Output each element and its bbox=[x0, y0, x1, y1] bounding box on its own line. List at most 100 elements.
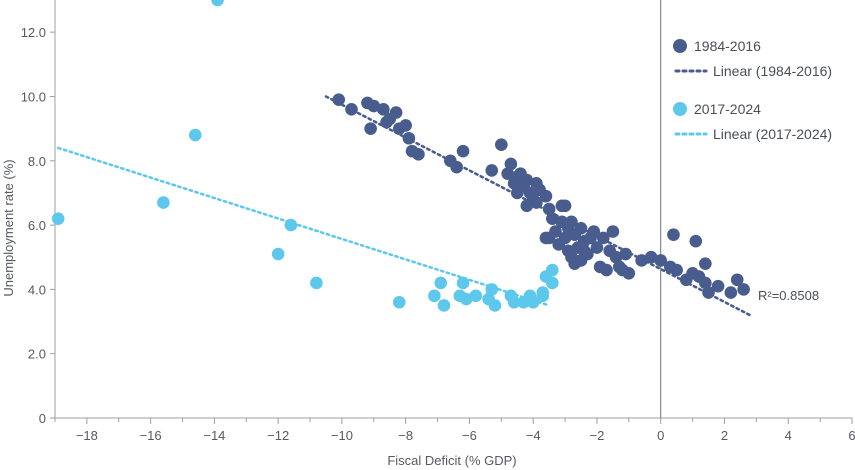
data-point-series-1 bbox=[622, 267, 636, 280]
data-point-series-1 bbox=[558, 231, 572, 245]
x-tick-label: 0 bbox=[657, 428, 664, 443]
x-tick-label: −6 bbox=[462, 428, 477, 443]
data-point-series-1 bbox=[561, 221, 575, 235]
data-point-series-1 bbox=[702, 286, 715, 299]
data-points bbox=[51, 0, 750, 312]
data-point-series-2 bbox=[434, 276, 448, 290]
data-point-series-1 bbox=[711, 279, 725, 293]
data-point-series-1 bbox=[699, 276, 712, 290]
data-point-series-2 bbox=[284, 218, 298, 232]
data-point-series-2 bbox=[536, 286, 550, 299]
legend-label-trend-2: Linear (2017-2024) bbox=[713, 126, 832, 142]
data-point-series-2 bbox=[428, 289, 441, 303]
legend-marker-series-2 bbox=[673, 102, 687, 116]
data-point-series-1 bbox=[577, 244, 591, 258]
data-point-series-1 bbox=[600, 263, 613, 277]
legend: 1984-2016 Linear (1984-2016) 2017-2024 L… bbox=[673, 38, 832, 142]
x-tick-label: 4 bbox=[785, 428, 792, 443]
y-tick-label: 0 bbox=[39, 411, 46, 426]
x-tick-label: −10 bbox=[331, 428, 353, 443]
data-point-series-2 bbox=[488, 299, 502, 312]
r-squared-annotation: R²=0.8508 bbox=[758, 288, 819, 303]
data-point-series-1 bbox=[412, 148, 425, 161]
data-point-series-1 bbox=[546, 212, 559, 225]
data-point-series-2 bbox=[157, 196, 170, 209]
data-point-series-2 bbox=[526, 295, 540, 309]
data-point-series-1 bbox=[737, 283, 750, 296]
data-point-series-1 bbox=[402, 131, 416, 145]
data-point-series-2 bbox=[459, 292, 473, 306]
y-tick-label: 2.0 bbox=[28, 347, 46, 362]
data-point-series-1 bbox=[510, 170, 524, 184]
x-tick-label: −2 bbox=[590, 428, 605, 443]
data-point-series-2 bbox=[271, 247, 285, 261]
x-tick-label: 2 bbox=[721, 428, 728, 443]
data-point-series-1 bbox=[389, 106, 403, 119]
y-tick-label: 6.0 bbox=[28, 218, 46, 233]
data-point-series-1 bbox=[670, 263, 683, 277]
legend-marker-series-1 bbox=[673, 39, 687, 53]
y-tick-label: 10.0 bbox=[21, 89, 46, 104]
legend-label-series-2: 2017-2024 bbox=[694, 101, 761, 117]
x-tick-label: −4 bbox=[526, 428, 541, 443]
data-point-series-1 bbox=[380, 115, 393, 129]
data-point-series-2 bbox=[485, 283, 499, 296]
data-point-series-2 bbox=[51, 212, 65, 225]
data-point-series-1 bbox=[667, 228, 680, 242]
data-point-series-1 bbox=[568, 257, 581, 270]
data-point-series-1 bbox=[456, 144, 470, 158]
y-axis-title: Unemployment rate (%) bbox=[1, 159, 16, 296]
data-point-series-2 bbox=[456, 276, 470, 290]
y-tick-label: 4.0 bbox=[28, 282, 46, 297]
data-point-series-1 bbox=[530, 196, 543, 209]
data-point-series-1 bbox=[606, 225, 620, 238]
data-point-series-2 bbox=[546, 263, 559, 277]
x-tick-label: −16 bbox=[140, 428, 162, 443]
data-point-series-1 bbox=[367, 99, 381, 113]
legend-label-series-1: 1984-2016 bbox=[694, 38, 761, 54]
data-point-series-1 bbox=[539, 231, 553, 245]
data-point-series-2 bbox=[507, 295, 521, 309]
data-point-series-1 bbox=[590, 241, 604, 254]
y-tick-label: 8.0 bbox=[28, 154, 46, 169]
data-point-series-1 bbox=[364, 122, 377, 135]
data-point-series-1 bbox=[501, 167, 514, 180]
data-point-series-1 bbox=[689, 234, 703, 248]
data-point-series-1 bbox=[377, 103, 390, 116]
data-point-series-2 bbox=[469, 289, 483, 303]
data-point-series-2 bbox=[437, 299, 451, 312]
data-point-series-1 bbox=[399, 119, 412, 132]
data-point-series-1 bbox=[635, 254, 648, 267]
data-point-series-1 bbox=[450, 160, 463, 174]
data-point-series-1 bbox=[485, 164, 499, 177]
legend-label-trend-1: Linear (1984-2016) bbox=[713, 63, 832, 79]
x-axis-title: Fiscal Deficit (% GDP) bbox=[387, 453, 516, 468]
data-point-series-1 bbox=[699, 257, 712, 270]
data-point-series-2 bbox=[393, 295, 406, 309]
data-point-series-1 bbox=[587, 225, 601, 238]
data-point-series-1 bbox=[539, 189, 553, 203]
data-point-series-1 bbox=[542, 202, 556, 216]
x-tick-label: −12 bbox=[267, 428, 289, 443]
data-point-series-2 bbox=[188, 128, 202, 142]
x-tick-label: −18 bbox=[76, 428, 98, 443]
data-point-series-1 bbox=[332, 93, 346, 106]
data-point-series-1 bbox=[504, 157, 518, 171]
data-point-series-1 bbox=[574, 221, 588, 235]
data-point-series-1 bbox=[555, 199, 569, 213]
data-point-series-2 bbox=[211, 0, 224, 7]
data-point-series-1 bbox=[520, 173, 534, 187]
data-point-series-1 bbox=[724, 286, 738, 299]
x-tick-label: −14 bbox=[203, 428, 225, 443]
data-point-series-1 bbox=[495, 138, 508, 151]
x-tick-label: 6 bbox=[848, 428, 855, 443]
data-point-series-2 bbox=[546, 276, 559, 290]
x-tick-label: −8 bbox=[398, 428, 413, 443]
data-point-series-2 bbox=[310, 276, 323, 290]
data-point-series-1 bbox=[654, 254, 668, 267]
trendline-2 bbox=[56, 146, 551, 307]
data-point-series-1 bbox=[609, 250, 623, 264]
data-point-series-1 bbox=[345, 103, 358, 116]
data-point-series-1 bbox=[597, 231, 610, 245]
